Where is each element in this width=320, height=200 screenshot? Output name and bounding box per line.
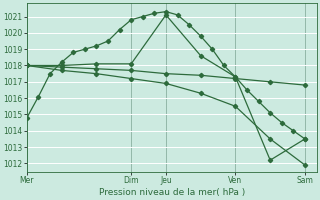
- X-axis label: Pression niveau de la mer( hPa ): Pression niveau de la mer( hPa ): [99, 188, 245, 197]
